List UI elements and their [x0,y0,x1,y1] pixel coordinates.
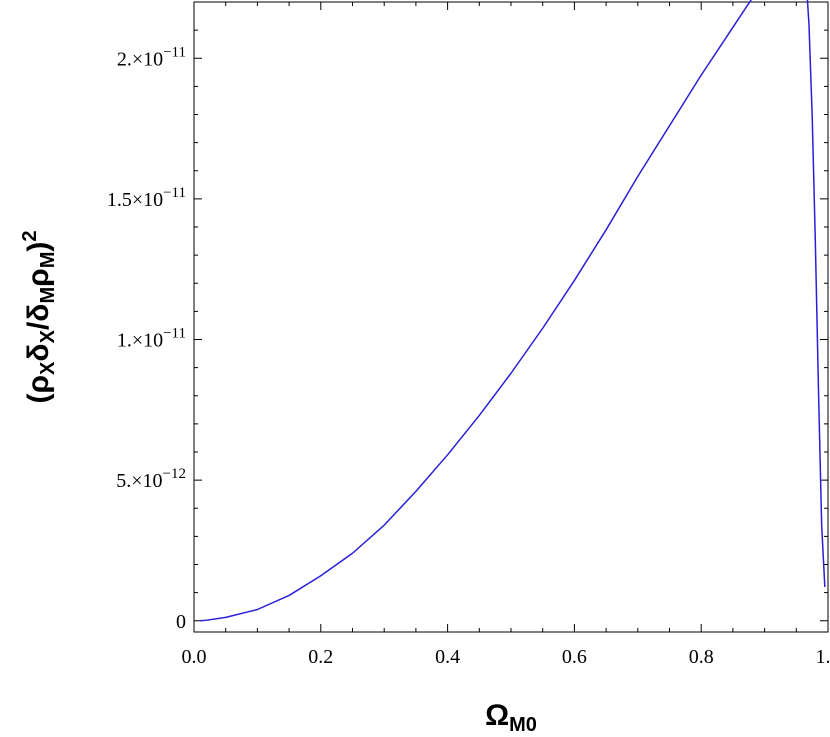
y-tick-label: 1.5×10−11 [107,185,186,211]
x-tick-label: 0.0 [182,646,207,668]
x-tick-label: 0.4 [435,646,460,668]
x-axis-label: ΩM0 [485,699,537,736]
x-tick-label: 0.8 [689,646,714,668]
y-tick-label: 2.×10−11 [117,44,186,70]
y-tick-label: 1.×10−11 [117,326,186,352]
x-tick-label: 0.6 [562,646,587,668]
plot-frame [193,1,829,633]
series-line [200,0,826,622]
y-tick-label: 0 [176,611,186,633]
y-axis-label: (ρXδX/δMρM)2 [19,230,59,403]
x-tick-label: 0.2 [308,646,333,668]
tick-labels: 0.0 0.2 0.4 0.6 0.8 1.0 0 5.×10−12 1.×10−11 1.5×1… [107,44,830,668]
tick-marks [193,1,829,632]
y-tick-label: 5.×10−12 [116,466,186,492]
x-tick-label: 1.0 [816,646,830,668]
